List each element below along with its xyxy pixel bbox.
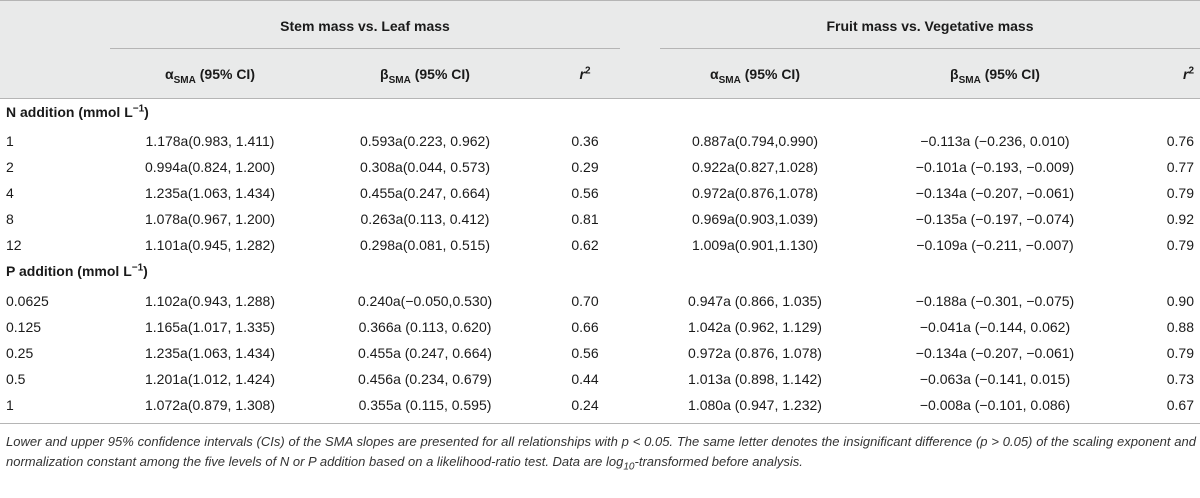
table-cell-r1: 0.44	[571, 371, 599, 387]
table-cell-beta1: 0.456a (0.234, 0.679)	[358, 371, 492, 387]
group2-title: Fruit mass vs. Vegetative mass	[826, 18, 1034, 34]
table-cell-alpha2: 0.972a (0.876, 1.078)	[688, 345, 822, 361]
table-cell-r1: 0.56	[571, 345, 599, 361]
table-cell-r1: 0.24	[571, 397, 599, 413]
table-cell-r2: 0.88	[1166, 319, 1194, 335]
table-cell-alpha2: 1.080a (0.947, 1.232)	[688, 397, 822, 413]
table-cell-beta2: −0.109a (−0.211, −0.007)	[916, 237, 1074, 253]
table-cell-r2: 0.79	[1166, 237, 1194, 253]
table-cell-alpha2: 1.009a(0.901,1.130)	[691, 237, 819, 253]
table-header-band	[0, 0, 1200, 98]
col-r2-2: r2	[1182, 65, 1194, 82]
table-cell-beta2: −0.113a (−0.236, 0.010)	[920, 133, 1070, 149]
table-cell-r2: 0.76	[1166, 133, 1194, 149]
table-cell-beta1: 0.366a (0.113, 0.620)	[358, 319, 492, 335]
table-cell-r2: 0.79	[1166, 345, 1194, 361]
table-cell-r2: 0.77	[1166, 159, 1194, 175]
col-alpha-2: αSMA (95% CI)	[710, 66, 800, 86]
table-cell-beta2: −0.041a (−0.144, 0.062)	[919, 319, 1071, 335]
table-cell-alpha2: 1.013a (0.898, 1.142)	[688, 371, 822, 387]
table-cell-r2: 0.73	[1166, 371, 1194, 387]
table-cell-level: 8	[6, 211, 14, 227]
table-bottom-rule	[0, 423, 1200, 424]
table-cell-alpha2: 0.887a(0.794,0.990)	[691, 133, 819, 149]
table-cell-alpha1: 1.235a(1.063, 1.434)	[145, 345, 275, 361]
table-cell-beta2: −0.008a (−0.101, 0.086)	[919, 397, 1071, 413]
table-cell-r1: 0.66	[571, 319, 599, 335]
table-cell-level: 1	[6, 133, 14, 149]
table-cell-beta2: −0.101a (−0.193, −0.009)	[915, 159, 1075, 175]
table-cell-r2: 0.79	[1166, 185, 1194, 201]
col-alpha-1: αSMA (95% CI)	[165, 66, 255, 86]
table-cell-r1: 0.36	[571, 133, 599, 149]
table-cell-level: 0.125	[6, 319, 42, 335]
table-cell-alpha1: 1.178a(0.983, 1.411)	[145, 133, 275, 149]
table-cell-r1: 0.81	[571, 211, 599, 227]
table-cell-alpha2: 0.922a(0.827,1.028)	[691, 159, 819, 175]
table-cell-level: 0.5	[6, 371, 26, 387]
table-cell-beta1: 0.455a (0.247, 0.664)	[358, 345, 492, 361]
table-cell-beta1: 0.240a(−0.050,0.530)	[357, 293, 493, 309]
table-cell-alpha2: 0.972a(0.876,1.078)	[691, 185, 819, 201]
table-cell-alpha2: 0.947a (0.866, 1.035)	[688, 293, 822, 309]
table-cell-alpha1: 1.101a(0.945, 1.282)	[145, 237, 275, 253]
table-cell-beta2: −0.063a (−0.141, 0.015)	[919, 371, 1071, 387]
table-cell-beta1: 0.308a(0.044, 0.573)	[360, 159, 490, 175]
table-cell-alpha2: 1.042a (0.962, 1.129)	[688, 319, 822, 335]
table-cell-level: 2	[6, 159, 14, 175]
table-cell-alpha1: 0.994a(0.824, 1.200)	[145, 159, 275, 175]
table-cell-beta1: 0.298a(0.081, 0.515)	[360, 237, 490, 253]
table-cell-level: 4	[6, 185, 14, 201]
group2-rule	[660, 48, 1200, 49]
table-cell-r2: 0.90	[1166, 293, 1194, 309]
table-cell-beta2: −0.188a (−0.301, −0.075)	[915, 293, 1075, 309]
table-cell-alpha1: 1.072a(0.879, 1.308)	[145, 397, 275, 413]
table-cell-beta1: 0.263a(0.113, 0.412)	[360, 211, 490, 227]
table-cell-alpha1: 1.201a(1.012, 1.424)	[145, 371, 275, 387]
table-cell-level: 12	[6, 237, 22, 253]
header-bottom-rule	[0, 98, 1200, 99]
table-cell-alpha1: 1.102a(0.943, 1.288)	[145, 293, 275, 309]
table-cell-alpha1: 1.078a(0.967, 1.200)	[145, 211, 275, 227]
table-cell-level: 1	[6, 397, 14, 413]
group1-title: Stem mass vs. Leaf mass	[280, 18, 450, 34]
table-cell-r2: 0.92	[1166, 211, 1194, 227]
table-cell-level: 0.0625	[6, 293, 49, 309]
table-cell-r1: 0.70	[571, 293, 599, 309]
table-cell-alpha1: 1.165a(1.017, 1.335)	[145, 319, 275, 335]
col-beta-2: βSMA (95% CI)	[950, 66, 1040, 86]
table-cell-beta1: 0.455a(0.247, 0.664)	[360, 185, 490, 201]
table-cell-beta2: −0.134a (−0.207, −0.061)	[915, 345, 1075, 361]
table-cell-r2: 0.67	[1166, 397, 1194, 413]
table-cell-r1: 0.62	[571, 237, 599, 253]
section-title-p: P addition (mmol L−1)	[6, 262, 148, 279]
table-cell-beta1: 0.355a (0.115, 0.595)	[358, 397, 492, 413]
col-r2-1: r2	[579, 65, 591, 82]
table-cell-beta2: −0.134a (−0.207, −0.061)	[915, 185, 1075, 201]
table-cell-r1: 0.29	[571, 159, 599, 175]
table-cell-level: 0.25	[6, 345, 34, 361]
group1-rule	[110, 48, 620, 49]
table-cell-beta2: −0.135a (−0.197, −0.074)	[915, 211, 1075, 227]
table-footnote: Lower and upper 95% confidence intervals…	[6, 434, 1196, 473]
table-cell-r1: 0.56	[571, 185, 599, 201]
section-title-n: N addition (mmol L−1)	[6, 103, 149, 120]
table-cell-alpha2: 0.969a(0.903,1.039)	[691, 211, 819, 227]
table-cell-alpha1: 1.235a(1.063, 1.434)	[145, 185, 275, 201]
col-beta-1: βSMA (95% CI)	[380, 66, 470, 86]
top-rule	[0, 0, 1200, 1]
table-cell-beta1: 0.593a(0.223, 0.962)	[360, 133, 490, 149]
